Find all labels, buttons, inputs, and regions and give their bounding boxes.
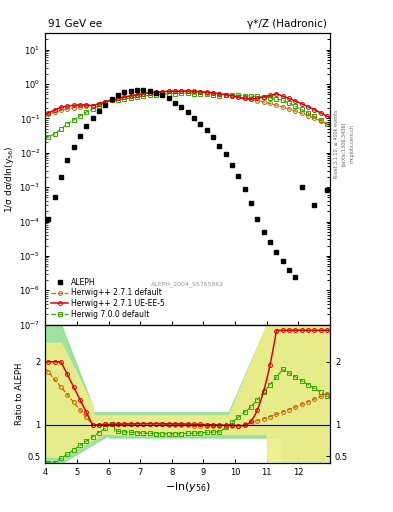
Y-axis label: 1/σ dσ/dln(y$_{56}$): 1/σ dσ/dln(y$_{56}$) <box>4 145 17 213</box>
X-axis label: $-\ln(y_{56})$: $-\ln(y_{56})$ <box>165 480 211 494</box>
Text: mcplots.cern.ch: mcplots.cern.ch <box>349 124 354 163</box>
Text: ALEPH_2004_S5765862: ALEPH_2004_S5765862 <box>151 281 224 287</box>
Y-axis label: Ratio to ALEPH: Ratio to ALEPH <box>15 363 24 425</box>
Text: 91 GeV ee: 91 GeV ee <box>48 19 102 29</box>
Text: Rivet 3.1.10, ≥ 400k events: Rivet 3.1.10, ≥ 400k events <box>334 109 338 178</box>
Legend: ALEPH, Herwig++ 2.7.1 default, Herwig++ 2.7.1 UE-EE-5, Herwig 7.0.0 default: ALEPH, Herwig++ 2.7.1 default, Herwig++ … <box>49 275 167 321</box>
Text: γ*/Z (Hadronic): γ*/Z (Hadronic) <box>248 19 327 29</box>
Text: [arXiv:1306.3436]: [arXiv:1306.3436] <box>342 121 346 165</box>
